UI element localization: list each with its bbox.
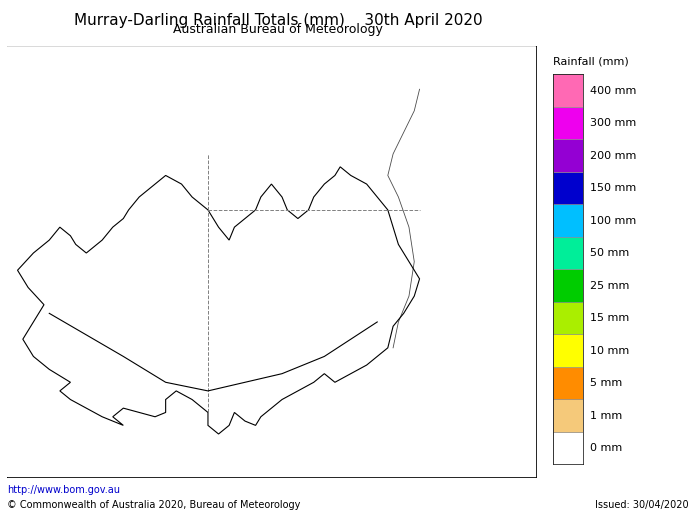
Text: 10 mm: 10 mm — [590, 346, 629, 356]
Bar — [553, 172, 583, 204]
Text: 15 mm: 15 mm — [590, 313, 629, 323]
Text: 300 mm: 300 mm — [590, 118, 636, 128]
Text: © Commonwealth of Australia 2020, Bureau of Meteorology: © Commonwealth of Australia 2020, Bureau… — [7, 501, 301, 510]
Text: 0 mm: 0 mm — [590, 443, 622, 453]
Text: Issued: 30/04/2020: Issued: 30/04/2020 — [595, 501, 689, 510]
Bar — [553, 204, 583, 237]
PathPatch shape — [7, 46, 536, 477]
Bar — [553, 269, 583, 302]
Text: 150 mm: 150 mm — [590, 183, 636, 193]
Text: Australian Bureau of Meteorology: Australian Bureau of Meteorology — [173, 23, 383, 36]
Bar — [553, 302, 583, 334]
Bar — [553, 334, 583, 367]
Bar — [553, 74, 583, 107]
Text: http://www.bom.gov.au: http://www.bom.gov.au — [7, 485, 120, 495]
Text: 400 mm: 400 mm — [590, 86, 636, 95]
Bar — [553, 140, 583, 172]
Text: 200 mm: 200 mm — [590, 151, 636, 161]
Bar — [553, 399, 583, 432]
Text: 1 mm: 1 mm — [590, 410, 622, 421]
Text: Murray-Darling Rainfall Totals (mm)    30th April 2020: Murray-Darling Rainfall Totals (mm) 30th… — [74, 13, 483, 28]
Text: 100 mm: 100 mm — [590, 215, 636, 226]
Bar — [553, 367, 583, 399]
Text: 25 mm: 25 mm — [590, 281, 629, 290]
Bar — [553, 237, 583, 269]
Text: 50 mm: 50 mm — [590, 248, 629, 258]
Bar — [553, 107, 583, 140]
Text: 5 mm: 5 mm — [590, 378, 622, 388]
Text: Rainfall (mm): Rainfall (mm) — [553, 57, 629, 67]
Bar — [553, 432, 583, 464]
